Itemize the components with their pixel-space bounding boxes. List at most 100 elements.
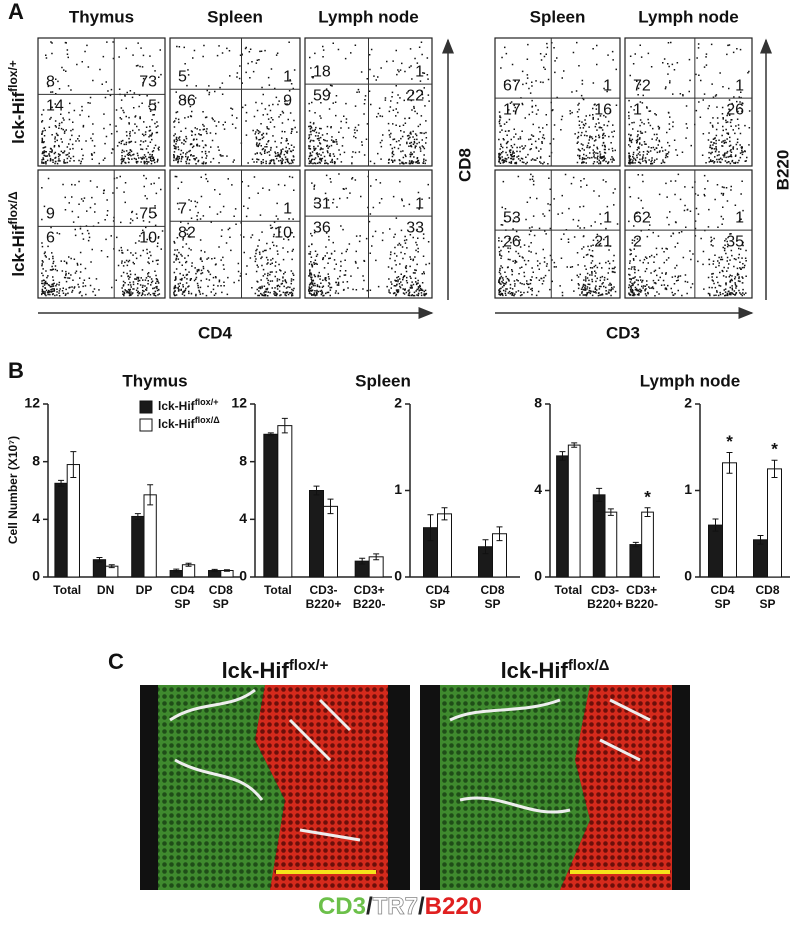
x-tick-label: CD4: [710, 583, 734, 597]
significance-mark: *: [644, 487, 651, 506]
image-title: lck-Hifflox/Δ: [501, 657, 610, 683]
quadrant-percent: 22: [406, 87, 424, 104]
stain-legend-part: B220: [425, 893, 482, 920]
error-bar: [70, 451, 77, 479]
column-header: Lymph node: [638, 7, 738, 26]
quadrant-percent: 36: [313, 219, 331, 236]
x-tick-label: SP: [174, 597, 190, 611]
quadrant-percent: 6: [46, 230, 55, 247]
error-bar: [644, 507, 651, 517]
quadrant-percent: 31: [313, 195, 331, 212]
x-tick-label: SP: [484, 597, 500, 611]
y-tick-label: 8: [534, 395, 542, 411]
row-label: lck-Hifflox/Δ: [6, 191, 28, 277]
stain-legend-part: /: [366, 893, 373, 920]
y-tick-label: 12: [231, 395, 247, 411]
y-tick-label: 0: [534, 568, 542, 584]
error-bar: [726, 451, 733, 474]
plot-frame: [494, 169, 621, 299]
x-tick-label: CD3+: [354, 583, 385, 597]
bar: [54, 482, 68, 578]
image-title-sup: flox/+: [289, 657, 329, 674]
quadrant-percent: 86: [178, 92, 196, 109]
x-tick-label: Total: [53, 583, 81, 597]
row-label-base: lck-Hif: [9, 92, 28, 144]
x-tick-label: CD4: [425, 583, 449, 597]
y-tick-label: 1: [684, 481, 692, 497]
legend-label-sup: flox/+: [195, 397, 219, 407]
error-bar: [58, 479, 65, 487]
image-title: lck-Hifflox/+: [222, 657, 329, 683]
error-bar: [373, 553, 380, 561]
error-bar: [607, 508, 614, 516]
quadrant-percent: 62: [633, 209, 651, 226]
column-header: Thymus: [69, 7, 134, 26]
stain-legend-part: CD3: [318, 893, 366, 920]
image-title-sup: flox/Δ: [568, 657, 610, 674]
scale-bar: [276, 870, 376, 874]
x-tick-label: CD8: [755, 583, 779, 597]
y-tick-label: 8: [239, 452, 247, 468]
axis-label: CD3: [606, 323, 640, 342]
x-tick-label: SP: [213, 597, 229, 611]
quadrant-percent: 73: [139, 74, 157, 91]
error-bar: [771, 459, 778, 479]
bar: [753, 539, 768, 578]
x-tick-label: B220+: [306, 597, 342, 611]
quadrant-percent: 75: [139, 206, 157, 223]
y-tick-label: 0: [32, 568, 40, 584]
error-bar: [559, 451, 566, 461]
x-tick-label: CD4: [170, 583, 194, 597]
bar: [66, 464, 80, 578]
row-label-sup: flox/+: [6, 60, 20, 92]
event-dots: [628, 41, 751, 165]
quadrant-percent: 1: [415, 195, 424, 212]
bar: [604, 511, 618, 578]
event-dots: [41, 174, 164, 297]
quadrant-percent: 1: [735, 77, 744, 94]
quadrant-percent: 33: [406, 219, 424, 236]
quadrant-percent: 72: [633, 77, 651, 94]
column-header: Spleen: [207, 7, 263, 26]
y-tick-label: 1: [394, 481, 402, 497]
row-label: lck-Hifflox/+: [6, 60, 28, 144]
quadrant-percent: 7: [178, 200, 187, 217]
quadrant-percent: 67: [503, 77, 521, 94]
bar: [323, 505, 338, 578]
error-bar: [427, 514, 434, 542]
y-tick-label: 2: [684, 395, 692, 411]
error-bar: [327, 498, 334, 515]
y-tick-label: 0: [239, 568, 247, 584]
error-bar: [96, 557, 103, 563]
quadrant-percent: 21: [594, 233, 612, 250]
bar: [556, 455, 569, 578]
quadrant-percent: 1: [283, 68, 292, 85]
quadrant-percent: 26: [726, 101, 744, 118]
b-cell-zone: [560, 685, 672, 890]
y-tick-label: 4: [239, 510, 247, 526]
error-bar: [596, 487, 603, 502]
error-bar: [173, 568, 180, 573]
x-tick-label: DN: [97, 583, 114, 597]
quadrant-percent: 5: [178, 68, 187, 85]
quadrant-percent: 1: [415, 63, 424, 80]
legend-swatch: [139, 418, 153, 432]
legend-label-sup: flox/Δ: [195, 415, 221, 425]
x-tick-label: SP: [714, 597, 730, 611]
x-tick-label: Total: [554, 583, 582, 597]
quadrant-percent: 17: [503, 101, 521, 118]
row-label-base: lck-Hif: [9, 224, 28, 276]
axis-label: B220: [773, 150, 792, 191]
quadrant-percent: 35: [726, 233, 744, 250]
bar: [592, 494, 606, 578]
bar: [131, 515, 145, 578]
y-tick-label: 4: [534, 481, 542, 497]
plot-frame: [494, 37, 621, 167]
quadrant-percent: 26: [503, 233, 521, 250]
x-tick-label: CD3-: [309, 583, 337, 597]
bar: [277, 425, 293, 578]
error-bar: [267, 432, 274, 437]
error-bar: [359, 557, 366, 565]
error-bar: [441, 507, 448, 521]
